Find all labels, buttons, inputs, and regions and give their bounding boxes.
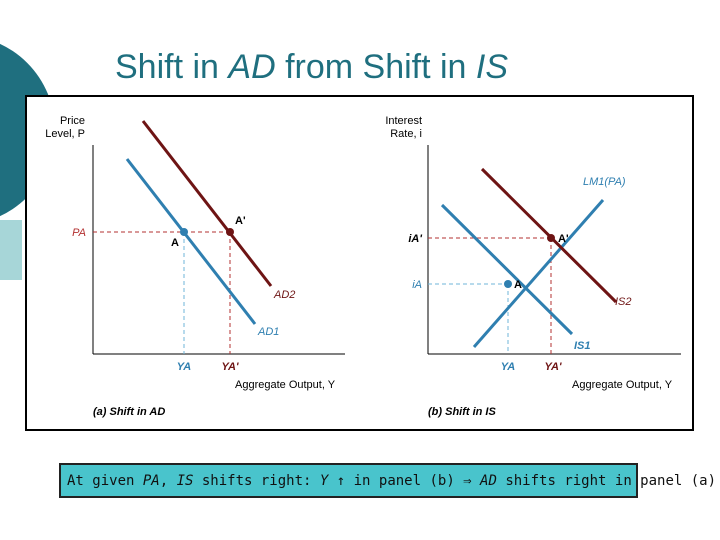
- panel-a-point-a-prime-label: A': [235, 215, 246, 227]
- ad2-label: AD2: [273, 289, 295, 301]
- lm-curve: [472, 199, 605, 348]
- panel-a-point-a: [180, 228, 188, 236]
- panel-b-point-a-label: A: [514, 279, 522, 291]
- panel-b-ia-label: iA: [412, 279, 422, 291]
- ad1-curve: [125, 158, 257, 325]
- panel-b-y-label-line2: Rate, i: [390, 128, 422, 140]
- panel-a-subtitle: (a) Shift in AD: [93, 406, 165, 418]
- panel-b-point-a-prime-label: A': [558, 233, 569, 245]
- panel-b-ya-tick: YA: [501, 361, 516, 373]
- slide-title: Shift in AD from Shift in IS: [115, 48, 509, 86]
- panel-b-y-label-line1: Interest: [385, 115, 422, 127]
- is1-label: IS1: [574, 340, 591, 352]
- lm-label: LM1(PA): [583, 176, 626, 188]
- panel-b-ya-prime-tick: YA': [544, 361, 561, 373]
- ad1-label: AD1: [257, 326, 279, 338]
- panel-a-y-label-line2: Level, P: [45, 128, 85, 140]
- panel-a: Price Level, P Aggregate Output, Y A A' …: [45, 115, 345, 418]
- panel-a-x-label: Aggregate Output, Y: [235, 379, 336, 391]
- panel-b-x-label: Aggregate Output, Y: [572, 379, 673, 391]
- panel-a-point-a-label: A: [171, 237, 179, 249]
- panel-a-ya-tick: YA: [177, 361, 192, 373]
- diagram-canvas: Price Level, P Aggregate Output, Y A A' …: [45, 115, 681, 418]
- panel-b-ia-prime-label: iA': [408, 233, 422, 245]
- panel-a-y-label-line1: Price: [60, 115, 85, 127]
- panel-b-subtitle: (b) Shift in IS: [428, 406, 496, 418]
- panel-b-point-a: [504, 280, 512, 288]
- ad2-curve: [141, 120, 273, 287]
- panel-b-point-a-prime: [547, 234, 555, 242]
- is2-label: IS2: [615, 296, 632, 308]
- caption-box: At given PA, IS shifts right: Y ↑ in pan…: [59, 463, 716, 498]
- panel-a-point-a-prime: [226, 228, 234, 236]
- is1-curve: [440, 203, 574, 336]
- panel-a-price-label: PA: [72, 227, 86, 239]
- figure-frame: Price Level, P Aggregate Output, Y A A' …: [25, 95, 694, 431]
- panel-b: Interest Rate, i Aggregate Output, Y A A…: [385, 115, 681, 418]
- panel-a-ya-prime-tick: YA': [221, 361, 238, 373]
